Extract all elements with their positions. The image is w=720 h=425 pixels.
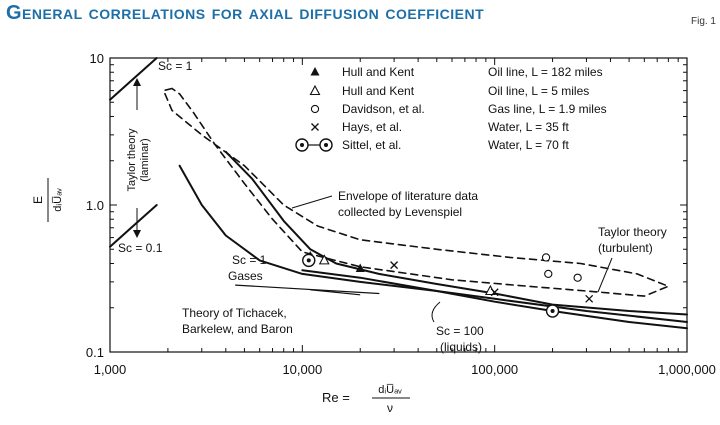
legend-condition: Oil line, L = 5 miles bbox=[488, 84, 589, 98]
legend-entry: Sittel, et al. Water, L = 70 ft bbox=[295, 138, 569, 152]
series-envelope bbox=[162, 87, 670, 297]
annotation-envelope-2: collected by Levenspiel bbox=[338, 205, 462, 219]
annotation-liquids-1: Sc = 100 bbox=[436, 324, 484, 338]
tichacek-pointer-2 bbox=[310, 289, 361, 296]
axes: 1,000 10,000 100,000 1,000,000 0.1 1.0 10 Re = d… bbox=[31, 51, 716, 415]
cross-stroke bbox=[490, 288, 499, 297]
legend-source: Davidson, et al. bbox=[342, 102, 425, 116]
series-laminar-sc01 bbox=[109, 204, 158, 248]
cross-marker bbox=[311, 123, 319, 131]
annotation-sc01-laminar: Sc = 0.1 bbox=[118, 241, 163, 255]
legend: Hull and Kent Oil line, L = 182 milesHull… bbox=[295, 65, 607, 152]
annotation-taylor-laminar-1: Taylor theory bbox=[126, 128, 138, 191]
annotation-taylor-laminar-2: (laminar) bbox=[139, 138, 151, 181]
legend-entry: Hull and Kent Oil line, L = 5 miles bbox=[309, 84, 589, 98]
legend-condition: Oil line, L = 182 miles bbox=[488, 65, 603, 79]
legend-entry: Davidson, et al. Gas line, L = 1.9 miles bbox=[310, 102, 607, 116]
legend-source: Hull and Kent bbox=[342, 65, 415, 79]
circled-dot-marker bbox=[302, 253, 316, 268]
annotation-sc1-laminar: Sc = 1 bbox=[158, 59, 193, 73]
legend-source: Sittel, et al. bbox=[342, 138, 401, 152]
circled-dot-marker bbox=[545, 304, 560, 318]
series-liquids-sc100 bbox=[301, 269, 688, 330]
legend-condition: Water, L = 35 ft bbox=[488, 120, 569, 134]
x-tick-label: 100,000 bbox=[471, 362, 518, 377]
circled-dot-center bbox=[300, 143, 304, 147]
page-title: General correlations for axial diffusion… bbox=[6, 2, 485, 24]
x-axis-label-prefix: Re = bbox=[322, 390, 350, 405]
annotation-taylor-turbulent-2: (turbulent) bbox=[598, 241, 653, 255]
open-triangle-marker bbox=[318, 254, 330, 265]
liquids-pointer bbox=[431, 301, 441, 323]
series-tichacek-pointer bbox=[235, 284, 380, 295]
figure-label: Fig. 1 bbox=[690, 16, 716, 27]
envelope-pointer bbox=[291, 195, 333, 209]
cross-marker bbox=[490, 288, 499, 297]
annotation-gases-1: Sc = 1 bbox=[232, 253, 267, 267]
annotation-taylor-turbulent-1: Taylor theory bbox=[598, 225, 667, 239]
annotation-tichacek-1: Theory of Tichacek, bbox=[182, 306, 287, 320]
legend-source: Hays, et al. bbox=[342, 120, 402, 134]
legend-condition: Gas line, L = 1.9 miles bbox=[488, 102, 607, 116]
series-laminar-sc1 bbox=[109, 57, 158, 101]
arrow-up-icon bbox=[133, 78, 141, 86]
taylor-laminar-label-bg bbox=[129, 110, 145, 208]
x-tick-label: 1,000,000 bbox=[658, 362, 716, 377]
circled-dot-center bbox=[324, 143, 328, 147]
annotation-tichacek-2: Barkelew, and Baron bbox=[182, 322, 293, 336]
open-triangle-marker bbox=[309, 84, 321, 96]
taylor-laminar-label: Taylor theory (laminar) bbox=[126, 128, 151, 191]
data-points bbox=[302, 250, 594, 318]
circled-dot-marker bbox=[295, 138, 309, 152]
circled-dot-center bbox=[306, 258, 311, 263]
filled-triangle-marker bbox=[310, 67, 320, 76]
legend-entry: Hull and Kent Oil line, L = 182 miles bbox=[310, 65, 603, 79]
legend-source: Hull and Kent bbox=[342, 84, 415, 98]
x-axis-label-denominator: ν bbox=[387, 401, 393, 415]
legend-entry: Hays, et al. Water, L = 35 ft bbox=[311, 120, 569, 134]
y-tick-label: 10 bbox=[90, 51, 104, 66]
y-tick-label: 0.1 bbox=[86, 345, 104, 360]
circled-dot-marker bbox=[319, 138, 333, 152]
cross-stroke bbox=[585, 294, 594, 303]
open-circle-marker bbox=[541, 253, 551, 262]
annotation-gases-2: Gases bbox=[228, 269, 263, 283]
y-axis-label-denominator: dᵢU̅ₐᵥ bbox=[52, 188, 64, 212]
x-tick-label: 1,000 bbox=[94, 362, 127, 377]
y-tick-label: 1.0 bbox=[86, 198, 104, 213]
annotation-liquids-2: (liquids) bbox=[440, 340, 482, 354]
filled-triangle-marker bbox=[355, 263, 365, 272]
cross-marker bbox=[585, 294, 594, 303]
series-gases-sc1 bbox=[178, 164, 688, 323]
open-circle-marker bbox=[544, 269, 553, 279]
annotation-envelope-1: Envelope of literature data bbox=[338, 189, 478, 203]
cross-stroke bbox=[311, 123, 319, 131]
series-turbulent-upper bbox=[224, 150, 688, 316]
y-axis-label-numerator: E bbox=[31, 196, 45, 204]
series-lines bbox=[109, 57, 688, 330]
open-circle-marker bbox=[310, 104, 320, 114]
x-axis-label-numerator: dᵢU̅ₐᵥ bbox=[378, 384, 402, 396]
cross-stroke bbox=[390, 261, 399, 270]
arrow-down-icon bbox=[133, 230, 141, 238]
x-tick-label: 10,000 bbox=[282, 362, 322, 377]
cross-marker bbox=[390, 261, 399, 270]
circled-dot-center bbox=[550, 309, 555, 314]
open-circle-marker bbox=[573, 273, 582, 282]
legend-condition: Water, L = 70 ft bbox=[488, 138, 569, 152]
taylor-turbulent-pointer bbox=[597, 257, 613, 293]
